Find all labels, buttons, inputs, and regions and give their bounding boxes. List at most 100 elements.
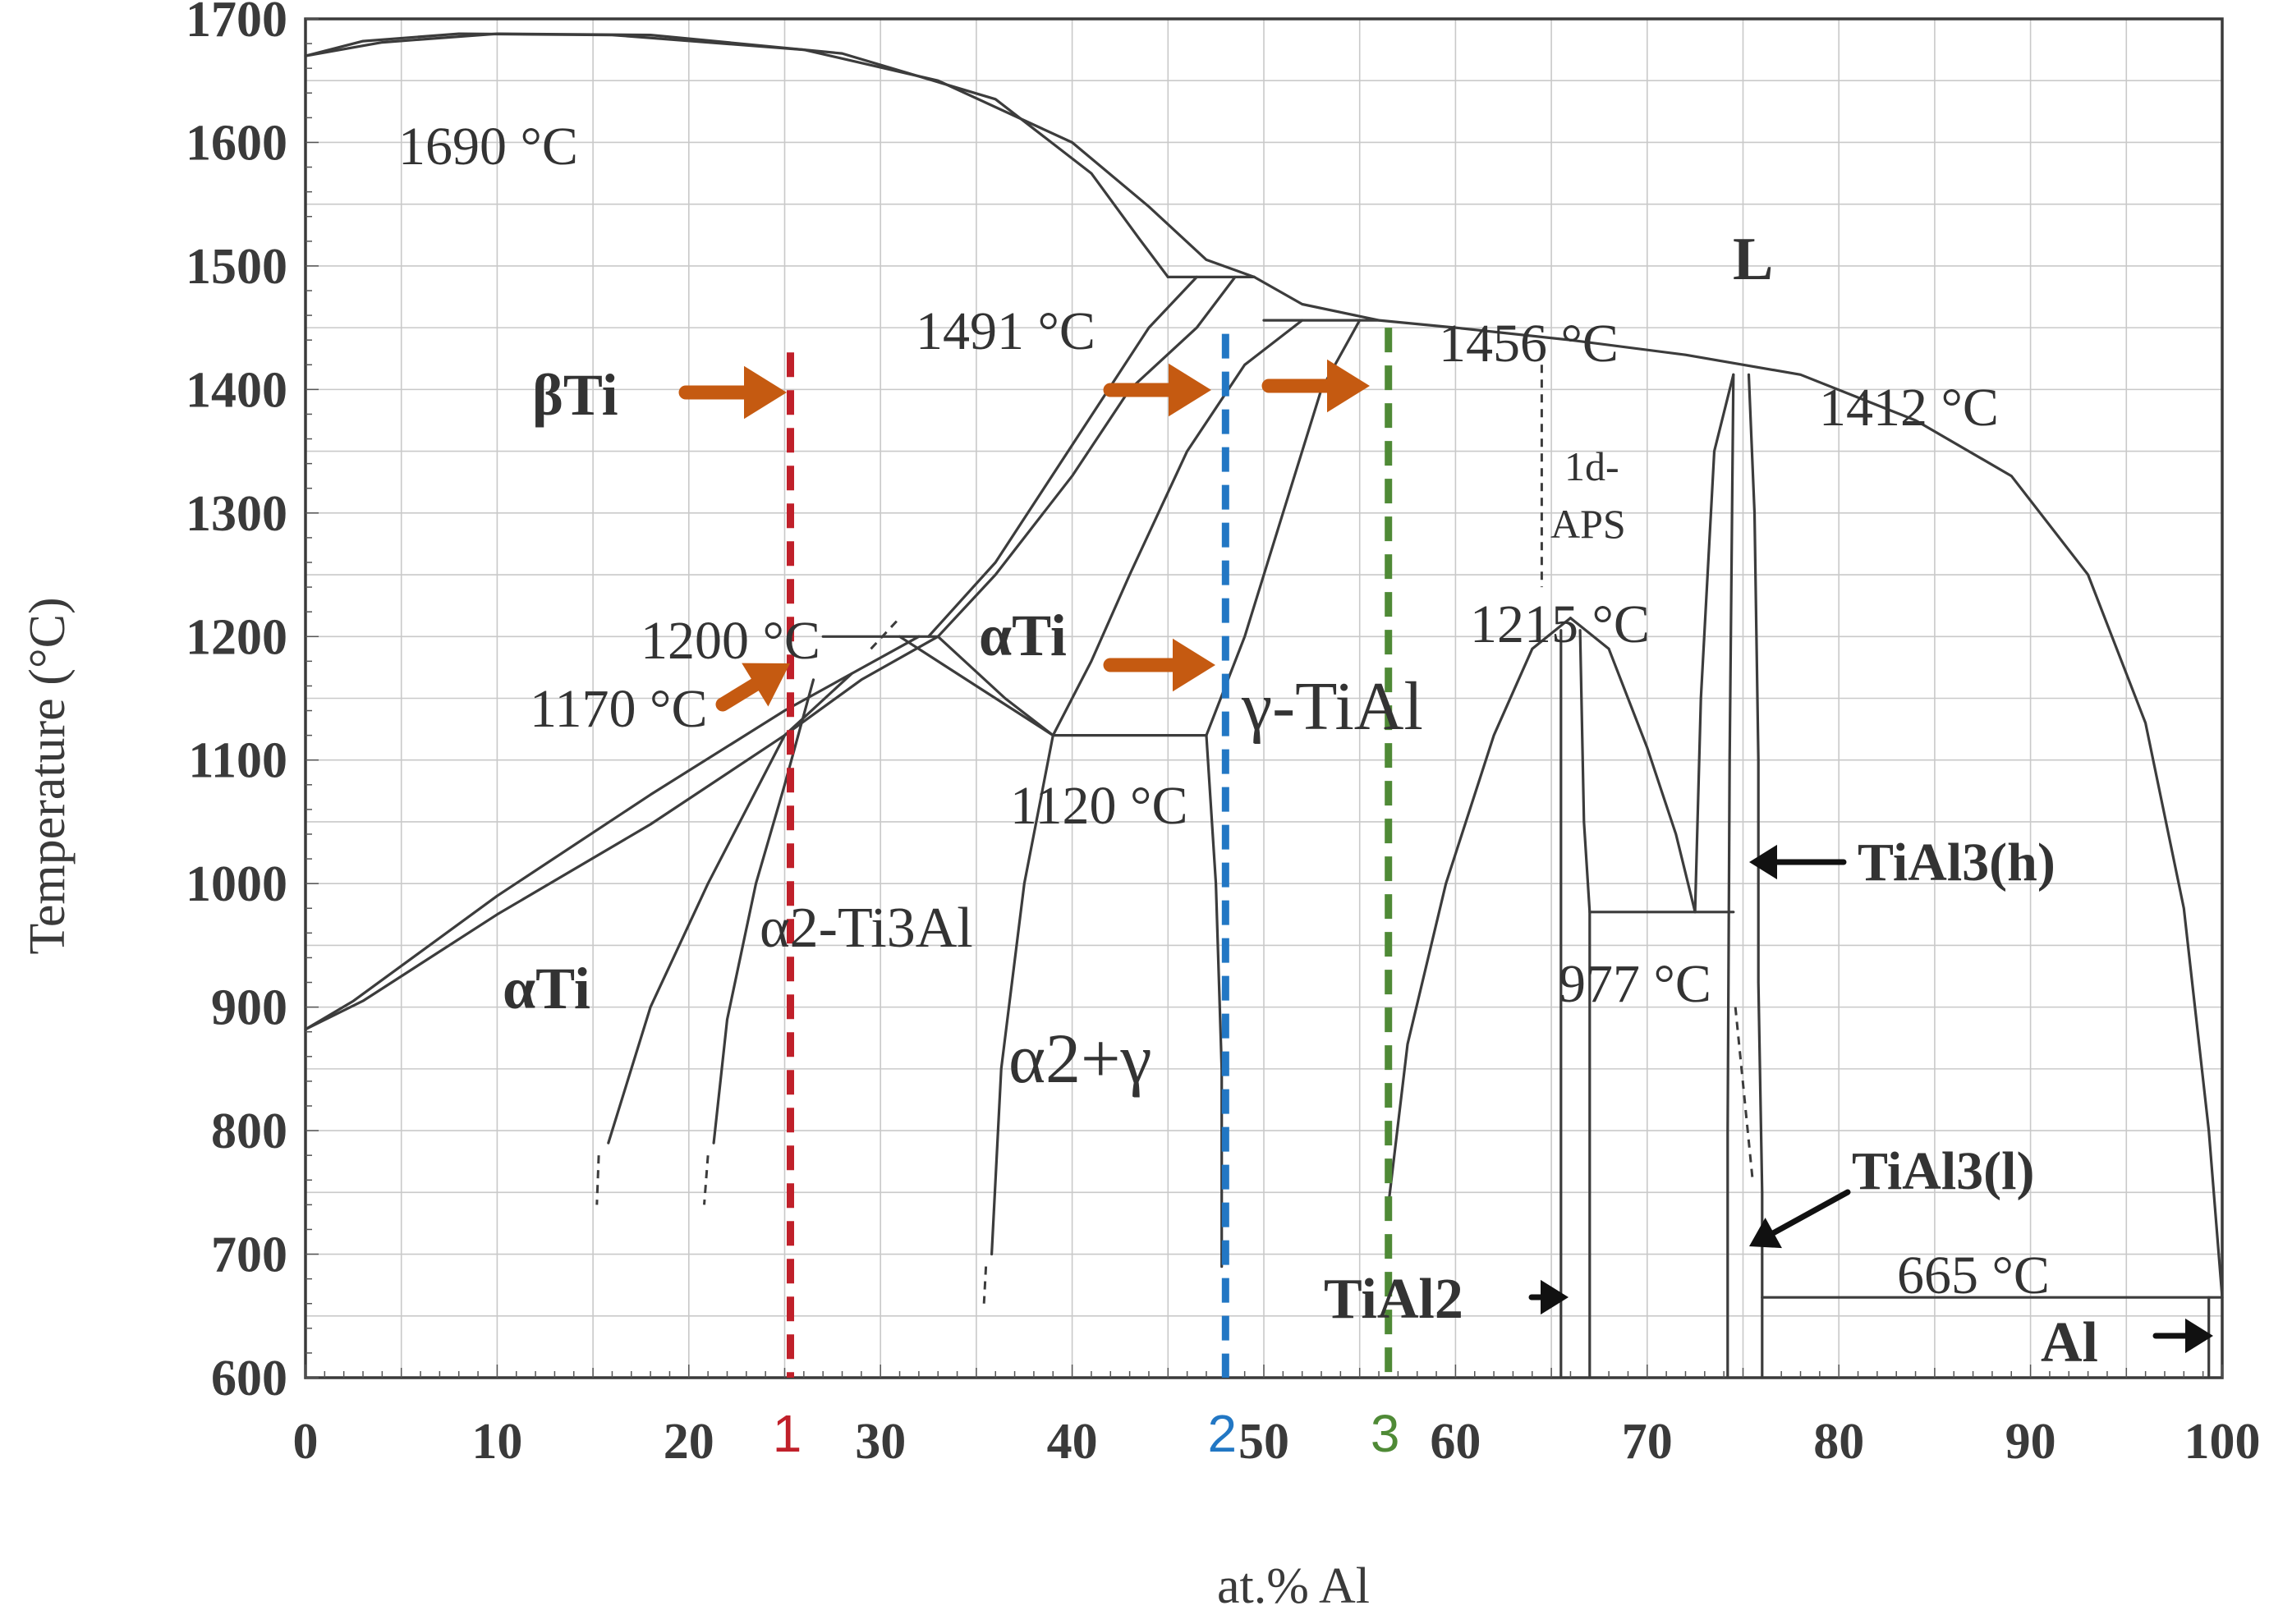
arrow-tial2-head bbox=[1541, 1279, 1569, 1315]
x-tick-labels: 0 10 20 30 40 50 60 70 80 90 100 bbox=[293, 1414, 2261, 1470]
x-tick-label: 50 bbox=[1238, 1414, 1289, 1470]
temperature-label: 1200 °C bbox=[641, 611, 820, 671]
x-tick-label: 10 bbox=[471, 1414, 522, 1470]
phase-label-tial2: TiAl2 bbox=[1324, 1268, 1463, 1331]
y-tick-label: 1400 bbox=[186, 362, 287, 418]
phase-label-1d-aps-line2: APS bbox=[1550, 501, 1626, 547]
y-tick-labels: 600 700 800 900 1000 1100 1200 1300 1400 1500 1600… bbox=[186, 0, 287, 1406]
arrow-gamma-boundary bbox=[1103, 638, 1215, 692]
temperature-label: 665 °C bbox=[1897, 1246, 2050, 1305]
temperature-label: 977 °C bbox=[1559, 954, 1711, 1014]
x-tick-label: 90 bbox=[2005, 1414, 2056, 1470]
phase-label-alpha-ti-high: αTi bbox=[979, 603, 1067, 668]
arrow-tial3-h bbox=[1749, 844, 1847, 880]
temperature-label: 1491 °C bbox=[916, 301, 1095, 361]
dotted-left-3 bbox=[982, 1266, 988, 1304]
composition-markers: 1 2 3 bbox=[773, 328, 1400, 1463]
temperature-label: 1412 °C bbox=[1819, 378, 1999, 438]
x-tick-label: 40 bbox=[1047, 1414, 1098, 1470]
y-tick-label: 900 bbox=[211, 980, 287, 1036]
y-tick-label: 1500 bbox=[186, 239, 287, 295]
phase-label-liquid: L bbox=[1733, 226, 1773, 293]
arrow-beta-ti bbox=[678, 365, 787, 420]
x-tick-label: 0 bbox=[293, 1414, 319, 1470]
arrow-1200c-shaft bbox=[715, 677, 762, 712]
x-tick-label: 100 bbox=[2184, 1414, 2261, 1470]
arrow-al bbox=[2152, 1318, 2213, 1354]
y-tick-label: 1600 bbox=[186, 115, 287, 171]
alpha2-right bbox=[712, 678, 815, 1145]
arrow-1200c bbox=[715, 663, 790, 712]
minor-ticks bbox=[305, 18, 2223, 1379]
x-tick-label: 80 bbox=[1813, 1414, 1864, 1470]
composition-label-2: 2 bbox=[1208, 1404, 1238, 1463]
temperature-label: 1215 °C bbox=[1470, 594, 1650, 654]
phase-label-gamma-tial: γ-TiAl bbox=[1241, 668, 1423, 745]
phase-label-tial3-h: TiAl3(h) bbox=[1858, 833, 2055, 892]
y-tick-label: 1300 bbox=[186, 486, 287, 542]
arrow-composition-3-top-head bbox=[1327, 359, 1370, 413]
beta-transus bbox=[927, 275, 1198, 638]
beta-transus-dashed-gap bbox=[870, 617, 901, 650]
gamma-tial2-dome-left bbox=[1387, 617, 1572, 1206]
arrow-beta-ti-head bbox=[744, 365, 787, 420]
x-tick-label: 70 bbox=[1622, 1414, 1673, 1470]
grid bbox=[305, 19, 2222, 1378]
arrow-composition-3-top bbox=[1261, 359, 1370, 413]
dotted-left-2 bbox=[703, 1155, 710, 1205]
temperature-label: 1456 °C bbox=[1439, 314, 1619, 374]
alpha2-lower bbox=[898, 635, 1054, 737]
alpha-alpha2-left bbox=[607, 672, 853, 1145]
x-axis-title: at.% Al bbox=[1217, 1558, 1370, 1614]
x-tick-label: 20 bbox=[664, 1414, 714, 1470]
y-tick-label: 800 bbox=[211, 1103, 287, 1159]
y-tick-label: 1700 bbox=[186, 0, 287, 48]
gamma-tial2-dome-right bbox=[1569, 617, 1697, 914]
arrow-1200c-head bbox=[742, 663, 790, 707]
alpha-gamma-right bbox=[1051, 319, 1304, 737]
alpha-lower-boundary bbox=[304, 635, 939, 1031]
composition-label-3: 3 bbox=[1371, 1404, 1400, 1463]
tial2-right bbox=[1578, 629, 1592, 1379]
tial3-h-right bbox=[1747, 373, 1764, 1379]
arrow-tial3-h-head bbox=[1749, 844, 1777, 880]
phase-label-tial3-l: TiAl3(l) bbox=[1852, 1141, 2034, 1201]
arrow-tial3-l-head bbox=[1749, 1218, 1782, 1249]
y-tick-label: 1200 bbox=[186, 609, 287, 665]
beta-solidus bbox=[304, 32, 1169, 278]
phase-label-alpha2-gamma: α2+γ bbox=[1008, 1019, 1152, 1098]
phase-boundaries bbox=[304, 32, 2224, 1379]
arrow-al-head bbox=[2185, 1318, 2213, 1354]
tial3-h-left bbox=[1693, 373, 1735, 914]
y-tick-label: 600 bbox=[211, 1351, 287, 1406]
phase-label-alpha2-ti3al: α2-Ti3Al bbox=[760, 897, 973, 960]
y-axis-title: Temperature (°C) bbox=[20, 597, 76, 954]
tial3-l-left bbox=[1726, 373, 1735, 1379]
alpha2-gamma-left bbox=[990, 734, 1054, 1256]
liquidus-right bbox=[1252, 275, 2224, 1299]
arrow-composition-2-top-head bbox=[1169, 363, 1211, 417]
beta-liquidus bbox=[304, 32, 1256, 278]
y-tick-label: 1000 bbox=[186, 856, 287, 912]
dotted-left-1 bbox=[595, 1155, 600, 1205]
phase-label-1d-aps-line1: 1d- bbox=[1564, 443, 1619, 489]
phase-label-beta-ti: βTi bbox=[532, 362, 618, 428]
arrow-gamma-boundary-head bbox=[1173, 638, 1215, 692]
composition-label-1: 1 bbox=[773, 1404, 802, 1463]
temperature-label: 1170 °C bbox=[530, 679, 707, 739]
x-tick-label: 30 bbox=[855, 1414, 906, 1470]
alpha2-upper bbox=[936, 635, 1054, 737]
x-tick-label: 60 bbox=[1430, 1414, 1481, 1470]
y-tick-label: 700 bbox=[211, 1227, 287, 1283]
tial3-transition-dashed bbox=[1734, 1007, 1754, 1181]
temperature-label: 1690 °C bbox=[398, 117, 578, 177]
temperature-label: 1120 °C bbox=[1010, 776, 1187, 836]
arrow-tial2 bbox=[1528, 1279, 1569, 1315]
phase-label-alpha-ti-low: αTi bbox=[503, 956, 590, 1021]
arrow-tial3-l bbox=[1749, 1189, 1851, 1249]
phase-label-al: Al bbox=[2041, 1311, 2098, 1374]
arrow-tial3-l-shaft bbox=[1771, 1189, 1851, 1236]
gamma-right bbox=[1205, 734, 1224, 1268]
